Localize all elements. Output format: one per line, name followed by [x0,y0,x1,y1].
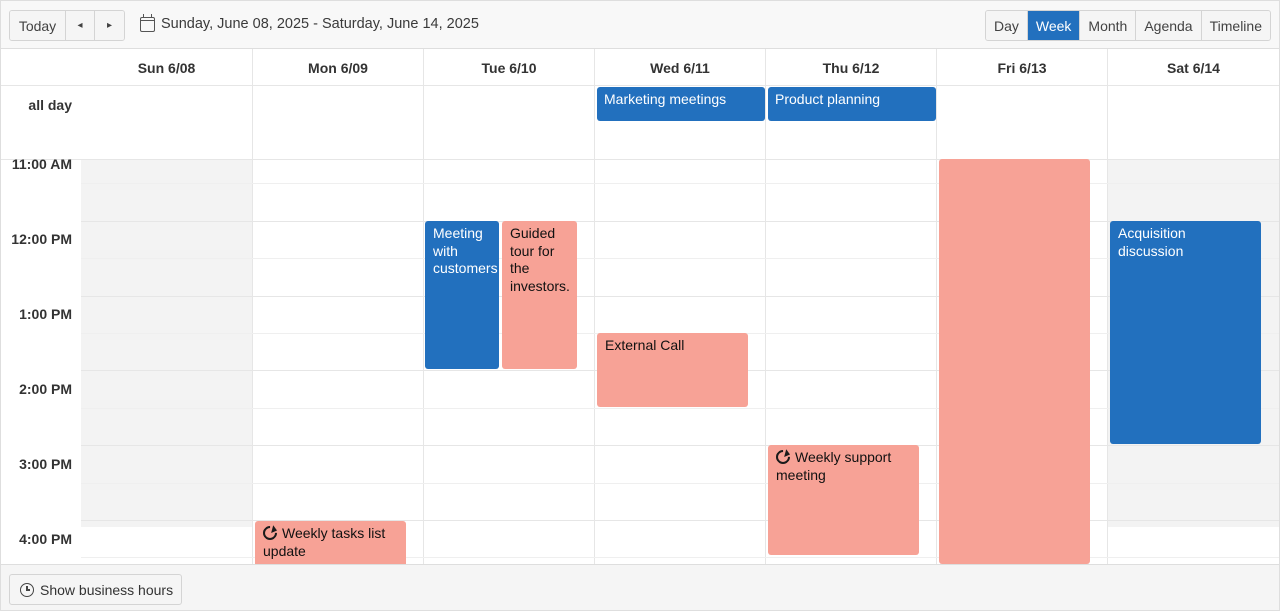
view-switcher: Day Week Month Agenda Timeline [984,10,1271,41]
calendar-icon [140,13,155,32]
all-day-divider [1,159,1279,160]
view-agenda-button[interactable]: Agenda [1136,11,1202,40]
event-title: Guided tour for the investors. [510,225,570,294]
hour-line [81,445,1279,446]
time-label: 4:00 PM [19,531,72,547]
event-weekly-support-meeting[interactable]: Weekly support meeting [768,445,919,555]
event-title: Product planning [775,91,881,107]
event-guided-tour[interactable]: Guided tour for the investors. [502,221,577,369]
event-title: Acquisition discussion [1118,225,1186,259]
half-hour-line [81,557,1279,558]
scheduler-toolbar: Today ◂ ▸ Sunday, June 08, 2025 - Saturd… [1,1,1279,49]
event-acquisition-discussion[interactable]: Acquisition discussion [1110,221,1261,444]
day-column[interactable] [594,86,765,564]
event-title: External Call [605,337,685,353]
day-header[interactable]: Sat 6/14 [1107,49,1279,86]
half-hour-line [81,258,1279,259]
view-day-button[interactable]: Day [985,11,1028,40]
day-header-row: Sun 6/08 Mon 6/09 Tue 6/10 Wed 6/11 Thu … [1,49,1279,86]
half-hour-line [81,183,1279,184]
recurrence-icon [773,447,793,467]
time-label: 2:00 PM [19,381,72,397]
next-button[interactable]: ▸ [95,11,124,40]
clock-icon [20,582,34,597]
day-column[interactable] [423,86,594,564]
time-label: 11:00 AM [11,156,72,172]
week-grid: Sun 6/08 Mon 6/09 Tue 6/10 Wed 6/11 Thu … [1,49,1279,564]
caret-left-icon: ◂ [77,20,83,31]
day-header[interactable]: Wed 6/11 [594,49,765,86]
view-timeline-button[interactable]: Timeline [1201,11,1270,40]
event-marketing-meetings[interactable]: Marketing meetings [597,87,765,121]
previous-button[interactable]: ◂ [66,11,95,40]
recurrence-icon [260,523,280,543]
hour-line [81,296,1279,297]
show-business-hours-button[interactable]: Show business hours [9,574,183,605]
scheduler-footer: Show business hours [1,564,1279,610]
time-label: 12:00 PM [11,231,72,247]
day-header[interactable]: Tue 6/10 [423,49,594,86]
event-external-call[interactable]: External Call [597,333,748,407]
half-hour-line [81,408,1279,409]
event-title: Weekly tasks list update [263,525,386,559]
navigation-group: Today ◂ ▸ [9,10,125,41]
day-column[interactable] [1107,86,1279,564]
day-column[interactable] [936,86,1108,564]
day-column[interactable] [765,86,936,564]
event-friday-block[interactable] [939,159,1090,564]
event-weekly-tasks-list-update[interactable]: Weekly tasks list update [255,521,406,564]
all-day-label: all day [28,97,72,113]
event-title: Marketing meetings [604,91,727,107]
day-header[interactable]: Mon 6/09 [252,49,423,86]
caret-right-icon: ▸ [106,20,113,31]
nonbusiness-shade-sunday [81,159,252,527]
event-product-planning[interactable]: Product planning [768,87,936,121]
event-title: Weekly support meeting [776,449,892,483]
time-label: 3:00 PM [19,456,72,472]
event-title: Meeting with customers [433,225,498,276]
day-header[interactable]: Sun 6/08 [137,59,196,76]
time-label: 1:00 PM [19,306,72,322]
half-hour-line [81,483,1279,484]
day-column[interactable] [252,86,423,564]
business-hours-label: Show business hours [40,581,174,598]
date-range-label: Sunday, June 08, 2025 - Saturday, June 1… [161,16,479,32]
view-week-button[interactable]: Week [1027,11,1081,40]
date-range-picker[interactable]: Sunday, June 08, 2025 - Saturday, June 1… [140,13,479,32]
hour-line [81,221,1279,222]
event-meeting-with-customers[interactable]: Meeting with customers [425,221,499,369]
day-header[interactable]: Fri 6/13 [936,49,1107,86]
today-button[interactable]: Today [10,11,66,40]
hour-line [81,520,1279,521]
view-month-button[interactable]: Month [1080,11,1137,40]
day-header[interactable]: Thu 6/12 [765,49,936,86]
